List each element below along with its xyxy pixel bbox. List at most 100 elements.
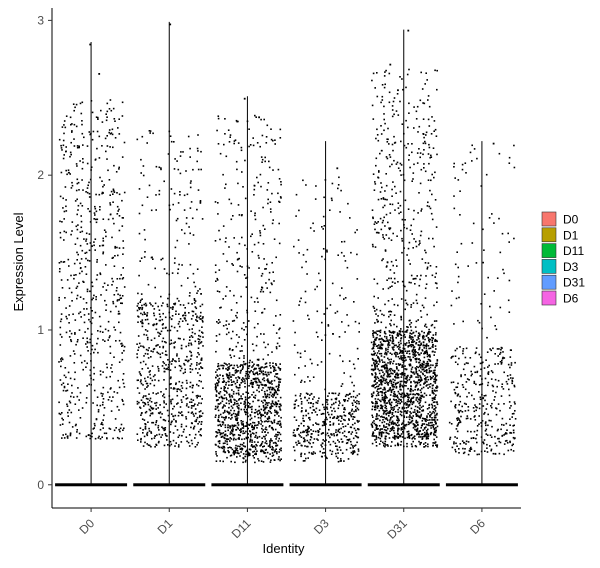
point (273, 392, 276, 395)
point (388, 415, 390, 417)
point (331, 410, 333, 412)
point (181, 320, 184, 322)
point (74, 200, 77, 202)
point (344, 399, 347, 401)
point (410, 381, 412, 383)
point (347, 202, 349, 205)
point (429, 394, 431, 396)
point (425, 366, 427, 368)
point (324, 179, 327, 181)
point (119, 294, 121, 297)
point (169, 23, 172, 26)
point (431, 419, 433, 421)
point (106, 116, 108, 118)
point (253, 373, 256, 376)
point (388, 401, 391, 404)
point (148, 130, 151, 132)
point (269, 208, 272, 210)
point (399, 402, 401, 405)
point (265, 365, 268, 368)
point (318, 430, 320, 433)
point (294, 434, 296, 436)
point (111, 364, 113, 366)
point (219, 391, 222, 393)
point (61, 417, 63, 420)
point (387, 300, 390, 302)
point (120, 274, 122, 276)
point (374, 372, 377, 374)
point (388, 227, 390, 229)
point (321, 432, 324, 434)
point (377, 356, 379, 359)
point (275, 363, 277, 365)
point (230, 447, 232, 449)
point (325, 423, 327, 425)
point (75, 343, 77, 346)
point (237, 387, 240, 389)
point (275, 347, 278, 350)
point (237, 411, 239, 413)
point (253, 377, 256, 380)
point (145, 410, 148, 413)
point (234, 451, 237, 454)
point (374, 405, 377, 407)
point (242, 445, 245, 447)
point (90, 360, 92, 362)
point (184, 371, 186, 373)
point (279, 424, 281, 426)
point (425, 394, 428, 397)
point (429, 416, 431, 418)
point (226, 398, 228, 401)
point (393, 429, 395, 432)
point (415, 425, 418, 427)
point (180, 367, 183, 370)
point (348, 419, 350, 421)
point (238, 257, 240, 260)
point (326, 249, 328, 252)
point (216, 321, 218, 323)
point (418, 407, 421, 409)
point (240, 382, 242, 384)
point (280, 181, 282, 183)
point (424, 262, 427, 264)
point (340, 189, 342, 192)
point (251, 233, 253, 235)
point (121, 352, 123, 354)
point (374, 363, 377, 365)
point (420, 274, 422, 277)
point (436, 88, 438, 91)
point (303, 425, 305, 427)
point (376, 333, 379, 336)
point (85, 273, 88, 275)
point (249, 359, 251, 362)
point (60, 318, 63, 320)
point (393, 408, 395, 410)
point (89, 178, 92, 181)
point (410, 398, 412, 401)
point (91, 344, 94, 347)
point (380, 434, 383, 437)
point (390, 389, 393, 392)
point (216, 279, 219, 281)
point (374, 181, 376, 183)
point (407, 345, 410, 347)
point (376, 425, 378, 427)
point (250, 296, 253, 299)
point (99, 370, 102, 372)
point (82, 189, 84, 191)
point (386, 141, 389, 143)
point (331, 199, 333, 202)
point (428, 125, 431, 127)
point (427, 387, 429, 389)
point (261, 158, 264, 161)
point (230, 399, 232, 401)
point (434, 339, 436, 342)
point (308, 451, 310, 454)
point (155, 408, 157, 410)
point (393, 135, 395, 138)
point (152, 324, 155, 327)
point (428, 340, 431, 343)
point (183, 317, 186, 319)
point (434, 333, 437, 336)
point (417, 393, 419, 395)
